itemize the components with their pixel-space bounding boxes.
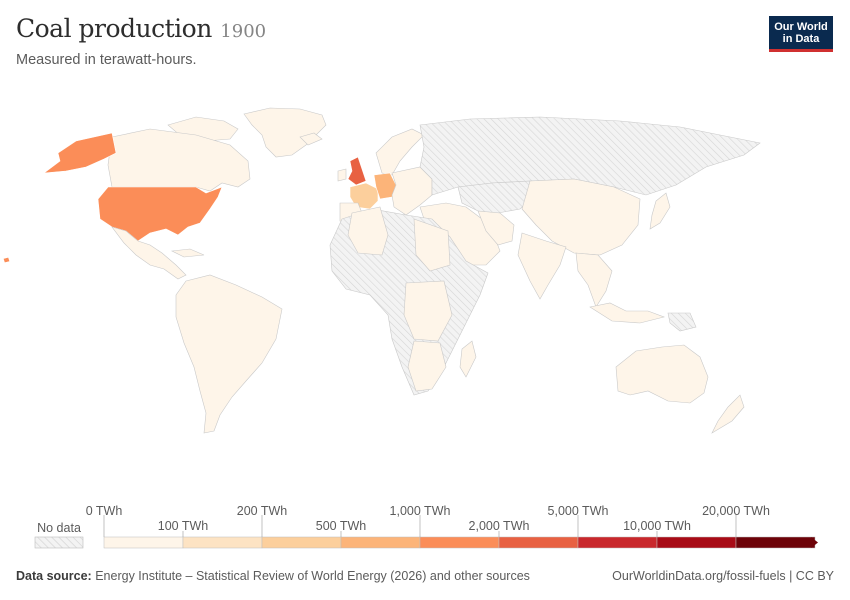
region-russia[interactable]: [419, 116, 761, 196]
legend-bin[interactable]: [182, 536, 263, 549]
source-label: Data source:: [16, 569, 92, 583]
legend-bin[interactable]: [103, 536, 184, 549]
region-southeast-asia[interactable]: [575, 252, 613, 308]
legend-bin[interactable]: [735, 536, 816, 549]
region-australia[interactable]: [615, 344, 709, 404]
region-hawaii[interactable]: [3, 257, 10, 263]
title-block: Coal production 1900: [16, 14, 266, 43]
region-iceland[interactable]: [299, 132, 323, 146]
region-new-guinea[interactable]: [667, 312, 697, 332]
region-india[interactable]: [517, 232, 567, 300]
region-japan[interactable]: [649, 192, 671, 230]
region-iran[interactable]: [477, 210, 515, 246]
legend-no-data-label: No data: [37, 521, 81, 535]
logo-line-2: in Data: [782, 33, 820, 45]
chart-title: Coal production: [16, 14, 212, 43]
legend-arrow: [811, 537, 818, 548]
legend-bin[interactable]: [498, 536, 579, 549]
legend-bin[interactable]: [656, 536, 737, 549]
region-germany[interactable]: [373, 172, 397, 200]
legend-bin[interactable]: [577, 536, 658, 549]
region-ireland[interactable]: [337, 168, 347, 182]
world-map: [3, 107, 761, 434]
chart-subtitle: Measured in terawatt-hours.: [16, 52, 197, 68]
region-united-states[interactable]: [97, 186, 223, 242]
legend-tick-label: 2,000 TWh: [469, 519, 530, 533]
legend-tick-label: 1,000 TWh: [390, 504, 451, 518]
legend-tick-label: 200 TWh: [237, 504, 288, 518]
chart-year[interactable]: 1900: [220, 21, 267, 42]
region-china[interactable]: [521, 178, 641, 256]
legend-no-data-swatch[interactable]: [34, 536, 84, 549]
region-france[interactable]: [349, 182, 379, 210]
region-southern-africa[interactable]: [407, 340, 447, 392]
region-madagascar[interactable]: [459, 340, 477, 378]
legend-bin[interactable]: [261, 536, 342, 549]
owid-logo[interactable]: Our World in Data: [769, 16, 833, 52]
legend-tick-label: 10,000 TWh: [623, 519, 691, 533]
region-united-kingdom[interactable]: [347, 156, 367, 186]
legend-tick-label: 5,000 TWh: [548, 504, 609, 518]
region-central-asia[interactable]: [457, 180, 537, 214]
region-south-america[interactable]: [175, 274, 283, 434]
region-greenland[interactable]: [243, 107, 327, 158]
region-central-africa[interactable]: [403, 280, 453, 342]
region-cuba[interactable]: [170, 248, 205, 258]
footer: Data source: Energy Institute – Statisti…: [16, 569, 834, 583]
region-alaska[interactable]: [42, 132, 117, 174]
source-text[interactable]: Energy Institute – Statistical Review of…: [95, 569, 530, 583]
legend-tick-label: 0 TWh: [86, 504, 123, 518]
logo-line-1: Our World: [774, 21, 828, 33]
region-north-africa[interactable]: [347, 206, 389, 256]
legend-tick-label: 100 TWh: [158, 519, 209, 533]
region-indonesia[interactable]: [589, 302, 666, 324]
legend-tick-label: 500 TWh: [316, 519, 367, 533]
legend-bin[interactable]: [419, 536, 500, 549]
region-new-zealand[interactable]: [711, 394, 745, 434]
region-mexico[interactable]: [111, 226, 187, 280]
legend-bin[interactable]: [340, 536, 421, 549]
color-legend: No data 0 TWh 200 TWh 1,000 TWh 5,000 TWh 20,…: [34, 504, 818, 549]
region-egypt-sudan[interactable]: [413, 218, 451, 272]
url-text[interactable]: OurWorldinData.org/fossil-fuels | CC BY: [612, 569, 834, 583]
legend-tick-label: 20,000 TWh: [702, 504, 770, 518]
